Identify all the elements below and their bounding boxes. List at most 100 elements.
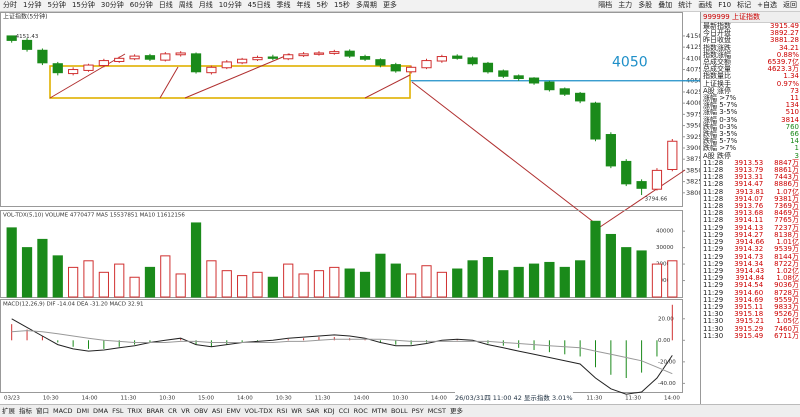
candle-body bbox=[237, 58, 248, 64]
panel-row: 11:29 3914.60 8728万 bbox=[701, 289, 800, 297]
tab[interactable]: 年线 bbox=[296, 1, 311, 9]
panel-value: 134 bbox=[785, 101, 799, 110]
panel-value: 8861万 bbox=[774, 166, 799, 175]
panel-value: 9833万 bbox=[774, 302, 799, 311]
panel-label: 今日开盘 bbox=[703, 29, 731, 38]
panel-value: 1.02亿 bbox=[776, 266, 799, 275]
indicator-tab[interactable]: MACD bbox=[53, 407, 73, 415]
panel-value: 3881.28 bbox=[770, 36, 799, 45]
panel-row: 11:29 3914.43 1.02亿 bbox=[701, 266, 800, 275]
panel-row: A股 涨停 73 bbox=[701, 87, 800, 95]
panel-label: 11:28 bbox=[703, 216, 724, 225]
panel-value: 34.21 bbox=[778, 43, 799, 52]
tab[interactable]: 周线 bbox=[178, 1, 193, 9]
panel-value: 3914.47 bbox=[734, 180, 764, 189]
indicator-tab[interactable]: OBV bbox=[194, 407, 208, 415]
candle-body bbox=[636, 181, 647, 189]
indicator-tab[interactable]: BOLL bbox=[390, 407, 408, 415]
x-tick-label: 14:00 bbox=[82, 396, 98, 402]
tool-button[interactable]: +自选 bbox=[757, 1, 777, 9]
tab[interactable]: 30分钟 bbox=[100, 1, 124, 9]
indicator-tab[interactable]: DMA bbox=[93, 407, 109, 415]
indicator-tab[interactable]: 更多 bbox=[449, 407, 463, 415]
tab[interactable]: 15秒 bbox=[334, 1, 350, 9]
volume-bar bbox=[329, 266, 340, 298]
volume-bar bbox=[144, 266, 156, 298]
indicator-tab[interactable]: 扩展 bbox=[2, 407, 15, 415]
tool-button[interactable]: 画线 bbox=[698, 1, 713, 9]
volume-bar bbox=[114, 263, 125, 298]
tool-button[interactable]: 标记 bbox=[737, 1, 752, 9]
panel-value: 3913.81 bbox=[735, 187, 765, 196]
panel-value: 3913.53 bbox=[734, 158, 764, 167]
tab[interactable]: 更多 bbox=[382, 1, 397, 9]
panel-value: 0.88% bbox=[776, 50, 799, 59]
indicator-tab[interactable]: CR bbox=[168, 407, 178, 415]
tab[interactable]: 45日线 bbox=[247, 1, 271, 9]
indicator-tab[interactable]: 指标 bbox=[19, 407, 32, 415]
panel-value: 3914.27 bbox=[734, 230, 764, 239]
tab[interactable]: 日线 bbox=[158, 1, 173, 9]
panel-label: 11:29 bbox=[703, 274, 724, 283]
tab[interactable]: 多周期 bbox=[355, 1, 377, 9]
panel-value: 3814 bbox=[781, 115, 799, 124]
indicator-tab[interactable]: FSL bbox=[112, 407, 124, 415]
volume-bar bbox=[559, 266, 570, 298]
indicator-tab[interactable]: CCI bbox=[338, 407, 350, 415]
macd-dif-line bbox=[11, 318, 673, 395]
indicator-tab[interactable]: EMV bbox=[226, 407, 241, 415]
indicator-tab[interactable]: PSY bbox=[411, 407, 424, 415]
y-tick-label: 4125 bbox=[686, 43, 700, 51]
panel-value: 1.34 bbox=[783, 72, 799, 81]
panel-value: 3915.49 bbox=[770, 22, 799, 30]
tab[interactable]: 分时 bbox=[3, 1, 17, 9]
tool-button[interactable]: 多股 bbox=[638, 1, 653, 9]
tab[interactable]: 季线 bbox=[276, 1, 291, 9]
indicator-tab[interactable]: RSI bbox=[276, 407, 288, 415]
x-tick-label: 14:00 bbox=[431, 396, 447, 402]
indicator-tab[interactable]: SAR bbox=[306, 407, 320, 415]
indicator-tab[interactable]: MCST bbox=[427, 407, 446, 415]
candle-body bbox=[667, 140, 678, 170]
indicator-tab[interactable]: VR bbox=[181, 407, 191, 415]
panel-row: 11:30 3915.49 6711万 bbox=[701, 331, 800, 340]
panel-value: 1.05亿 bbox=[776, 317, 799, 326]
indicator-tab[interactable]: WR bbox=[291, 407, 303, 415]
tool-button[interactable]: 隔档 bbox=[598, 1, 613, 9]
tab[interactable]: 5秒 bbox=[316, 1, 329, 9]
candle-body bbox=[467, 57, 478, 65]
panel-value: 6711万 bbox=[774, 331, 799, 340]
indicator-tab[interactable]: VOL-TDX bbox=[244, 407, 273, 415]
x-tick-label: 10:30 bbox=[43, 396, 59, 402]
panel-value: 3914.73 bbox=[734, 252, 764, 261]
indicator-tab[interactable]: ASI bbox=[211, 407, 223, 415]
tool-button[interactable]: 统计 bbox=[678, 1, 693, 9]
indicator-tab[interactable]: DMI bbox=[76, 407, 90, 415]
tab[interactable]: 月线 bbox=[198, 1, 213, 9]
panel-label: 总成交量 bbox=[703, 65, 731, 74]
tab[interactable]: 60分钟 bbox=[129, 1, 153, 9]
candle-body bbox=[221, 61, 232, 69]
tab[interactable]: 5分钟 bbox=[47, 1, 66, 9]
indicator-tab[interactable]: BRAR bbox=[146, 407, 164, 415]
x-tick-label: 14:00 bbox=[237, 396, 253, 402]
tab[interactable]: 15分钟 bbox=[71, 1, 95, 9]
tool-button[interactable]: 主力 bbox=[618, 1, 633, 9]
tab[interactable]: 10分钟 bbox=[218, 1, 242, 9]
panel-value: 1.08亿 bbox=[776, 274, 799, 283]
indicator-tab[interactable]: 窗口 bbox=[36, 407, 49, 415]
indicator-tab[interactable]: ROC bbox=[353, 407, 368, 415]
indicator-tab[interactable]: MTM bbox=[371, 407, 387, 415]
indicator-tab[interactable]: KDJ bbox=[323, 407, 335, 415]
tab[interactable]: 1分钟 bbox=[23, 1, 42, 9]
tool-button[interactable]: 叠加 bbox=[658, 1, 673, 9]
indicator-tab[interactable]: TRIX bbox=[127, 407, 143, 415]
panel-value: 9036万 bbox=[774, 281, 799, 290]
panel-label: 11:29 bbox=[703, 238, 724, 247]
panel-value: 9526万 bbox=[774, 310, 799, 319]
tool-button[interactable]: 返回 bbox=[783, 1, 797, 9]
tool-button[interactable]: F10 bbox=[718, 1, 732, 9]
panel-value: 7369万 bbox=[774, 202, 799, 211]
candle-body bbox=[651, 169, 663, 190]
panel-row: 跌幅 5-7% 14 bbox=[701, 138, 800, 145]
